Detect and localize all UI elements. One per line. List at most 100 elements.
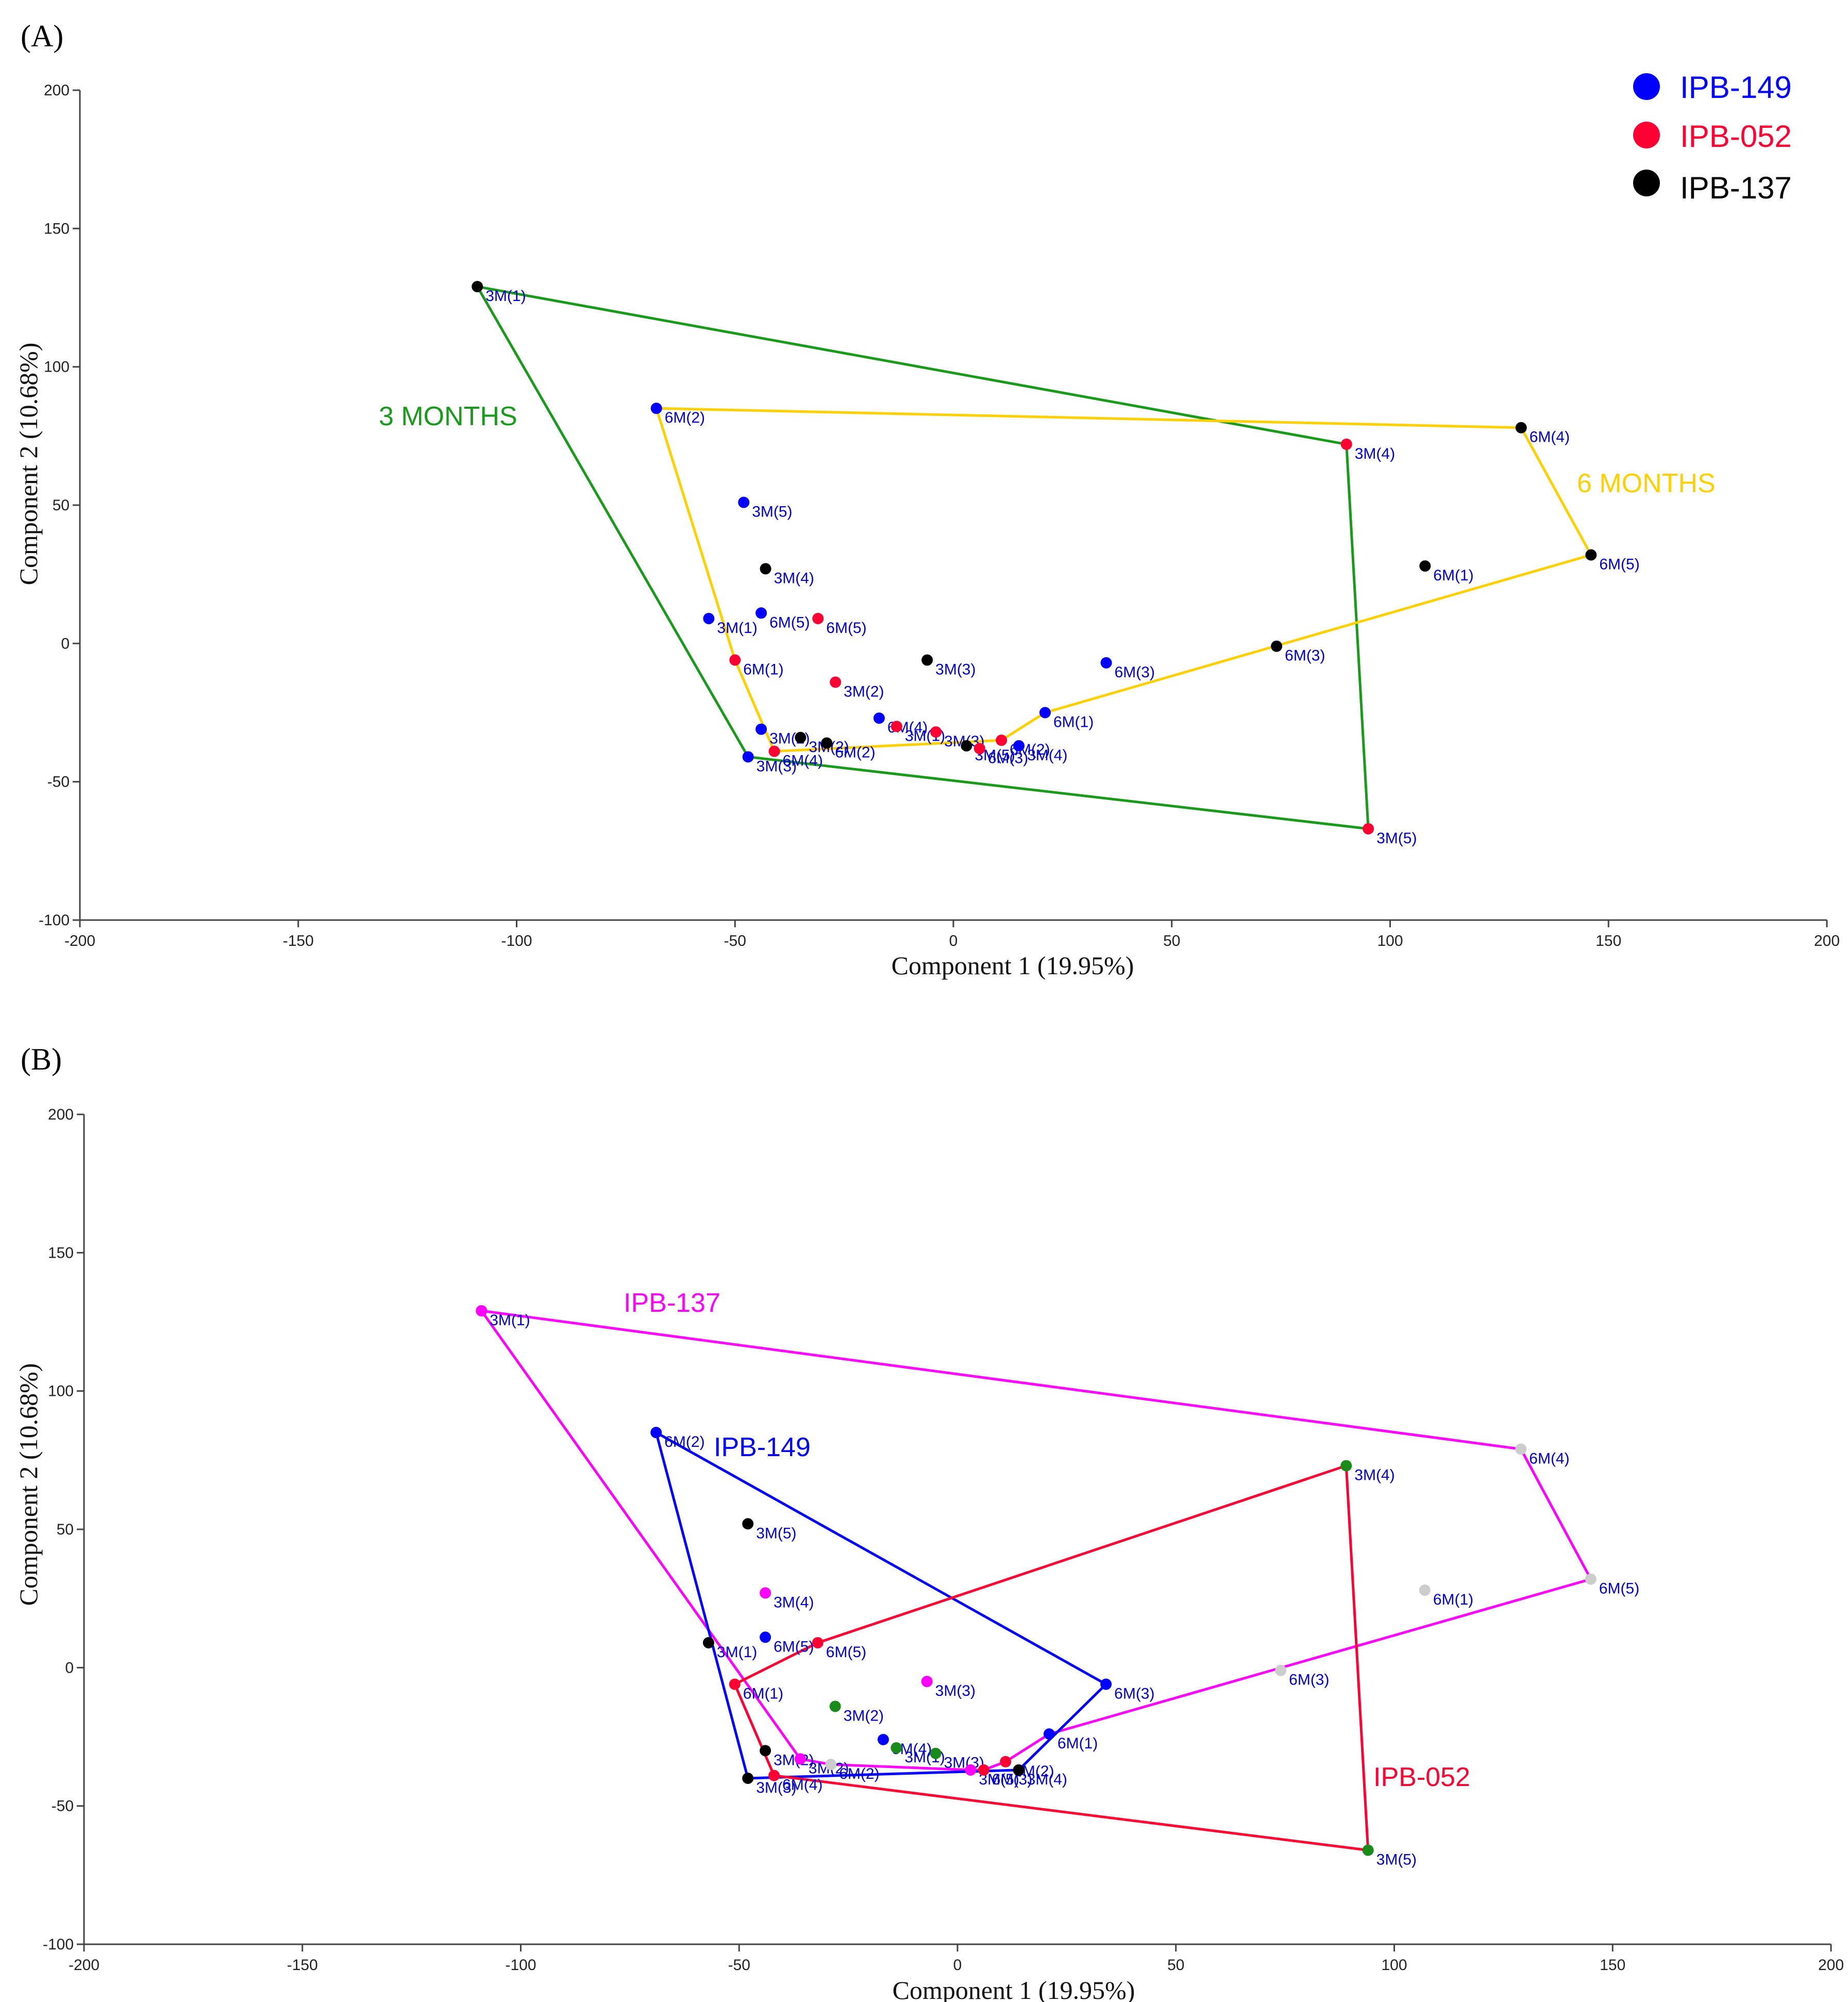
data-point [760, 1745, 771, 1757]
group-label-3-months: 3 MONTHS [379, 402, 517, 431]
data-point [996, 735, 1007, 746]
data-point-label: 6M(5) [826, 620, 866, 637]
data-point [729, 654, 741, 666]
data-point [476, 1305, 488, 1317]
data-point-label: 6M(2) [664, 1433, 704, 1450]
legend-label-ipb-052: IPB-052 [1680, 119, 1792, 154]
data-point [703, 613, 715, 625]
data-point [891, 1742, 902, 1754]
data-point [650, 1427, 662, 1439]
x-tick-label: 0 [949, 932, 958, 949]
panel-b: (B) -200 -150 -100 -50 0 50 100 150 200 -100 -50 0 5… [14, 1042, 1844, 2002]
data-point-label: 3M(4) [774, 570, 814, 587]
data-point [1585, 549, 1597, 561]
y-tick-label: 0 [65, 1659, 74, 1676]
data-point-label: 6M(3) [992, 1771, 1032, 1788]
x-tick-label: -200 [69, 1957, 99, 1974]
data-point-label: 6M(5) [826, 1644, 866, 1661]
legend-marker-ipb-149 [1633, 73, 1660, 100]
y-tick-label: -50 [47, 774, 70, 791]
group-label-ipb-137: IPB-137 [624, 1288, 720, 1318]
x-tick-label: 150 [1595, 932, 1621, 949]
hull-ipb-149 [654, 1431, 1107, 1780]
data-point-label: 3M(4) [1027, 747, 1067, 764]
legend-marker-ipb-052 [1633, 122, 1660, 148]
data-point-label: 6M(1) [1053, 714, 1094, 731]
panel-b-y-title: Component 2 (10.68%) [14, 1363, 43, 1606]
data-point [873, 712, 885, 724]
data-point [921, 654, 933, 666]
data-point [1515, 1443, 1527, 1455]
data-point [812, 1637, 824, 1649]
x-tick-label: 200 [1818, 1957, 1844, 1974]
panel-a: (A) -200 -150 -100 -50 0 50 100 150 200 -100 -50 0 5… [14, 19, 1840, 980]
data-point [877, 1733, 889, 1745]
panel-a-y-title: Component 2 (10.68%) [14, 343, 43, 586]
x-tick-label: 100 [1377, 932, 1403, 949]
panel-b-label: (B) [21, 1042, 62, 1076]
data-point [755, 723, 767, 735]
data-point [794, 1753, 806, 1765]
data-point [742, 1773, 754, 1784]
y-tick-label: 200 [44, 82, 70, 99]
x-tick-label: 50 [1167, 1957, 1184, 1974]
x-tick-label: 100 [1381, 1957, 1407, 1974]
data-point [755, 607, 767, 619]
group-label-6-months: 6 MONTHS [1577, 469, 1716, 498]
data-point [760, 1587, 771, 1599]
data-point [650, 403, 662, 414]
data-point-label: 3M(1) [717, 1644, 757, 1661]
group-label-ipb-052: IPB-052 [1373, 1762, 1470, 1792]
panel-b-ticks: -200 -150 -100 -50 0 50 100 150 200 -100 -50 0 50 100… [43, 1106, 1844, 1974]
data-point-label: 6M(5) [1599, 1580, 1639, 1597]
data-point-label: 6M(3) [988, 749, 1028, 766]
panel-a-label: (A) [21, 19, 63, 53]
data-point [1039, 707, 1051, 719]
data-point [1363, 823, 1374, 835]
hull-ipb-137 [480, 1309, 1592, 1772]
data-point [1043, 1728, 1055, 1740]
x-tick-label: 150 [1600, 1957, 1625, 1974]
data-point [1340, 1460, 1352, 1472]
data-point [830, 676, 842, 688]
panel-a-ticks: -200 -150 -100 -50 0 50 100 150 200 -100 -50 0 50 100… [39, 82, 1840, 949]
data-point [812, 613, 824, 625]
data-point [738, 496, 750, 508]
data-point-label: 3M(4) [1355, 445, 1395, 462]
data-point-label: 3M(4) [1027, 1771, 1067, 1788]
data-point [742, 751, 754, 763]
y-tick-label: -50 [52, 1798, 74, 1815]
data-point [921, 1676, 933, 1688]
x-tick-label: -200 [64, 932, 95, 949]
panel-b-x-title: Component 1 (19.95%) [893, 1976, 1135, 2002]
data-point [1275, 1664, 1287, 1676]
data-point-label: 6M(4) [783, 753, 823, 770]
data-point [821, 737, 833, 749]
x-tick-label: -150 [287, 1957, 318, 1974]
data-point-label: 3M(3) [935, 1682, 976, 1699]
y-tick-label: 50 [57, 1521, 74, 1538]
data-point [930, 726, 942, 738]
data-point-label: 3M(2) [774, 1751, 814, 1769]
data-point-label: 6M(1) [1433, 567, 1473, 584]
data-point [1013, 740, 1025, 752]
data-point-label: 6M(1) [743, 1686, 783, 1703]
data-point-label: 6M(5) [1599, 556, 1639, 573]
y-tick-label: 150 [44, 220, 70, 237]
legend-label-ipb-137: IPB-137 [1680, 171, 1792, 205]
data-point [760, 1631, 771, 1643]
y-tick-label: 100 [44, 359, 70, 376]
data-point [795, 731, 807, 743]
panel-a-points: 3M(1) 6M(2) 3M(5) 3M(4) 3M(1) 6M(5) 6M(5) 6M(1)… [472, 281, 1640, 847]
data-point-label: 6M(3) [1115, 664, 1155, 681]
data-point-label: 3M(3) [944, 1755, 984, 1772]
data-point [702, 1637, 714, 1649]
data-point-label: 6M(2) [665, 409, 705, 426]
data-point-label: 3M(5) [756, 1525, 796, 1542]
y-tick-label: 50 [53, 497, 70, 514]
x-tick-label: -100 [501, 932, 532, 949]
data-point-label: 3M(5) [1376, 830, 1417, 847]
x-tick-label: -100 [505, 1957, 536, 1974]
data-point [472, 281, 483, 293]
y-tick-label: -100 [43, 1936, 74, 1953]
